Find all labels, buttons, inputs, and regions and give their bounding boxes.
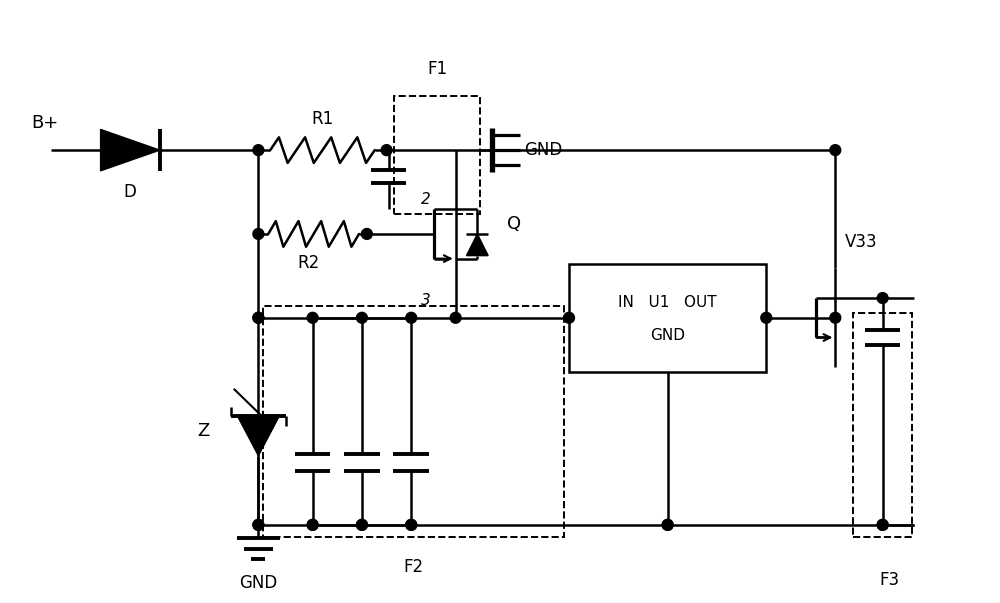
Circle shape [253,312,264,323]
Circle shape [662,519,673,530]
Circle shape [406,519,417,530]
Circle shape [357,312,367,323]
Circle shape [307,312,318,323]
Bar [394,96,480,214]
Circle shape [253,145,264,156]
Circle shape [877,519,888,530]
Circle shape [253,519,264,530]
Circle shape [357,519,367,530]
Text: B+: B+ [32,115,59,133]
Circle shape [877,519,888,530]
Circle shape [662,519,673,530]
Circle shape [253,312,264,323]
Text: F3: F3 [879,571,900,589]
Text: GND: GND [239,574,278,592]
Circle shape [877,292,888,303]
Text: F2: F2 [404,558,424,576]
Text: GND: GND [650,328,685,343]
Text: V33: V33 [845,233,878,251]
Text: D: D [124,183,137,201]
Polygon shape [466,234,488,256]
Circle shape [307,519,318,530]
Text: IN   U1   OUT: IN U1 OUT [618,295,717,311]
Polygon shape [101,130,160,171]
Circle shape [450,312,461,323]
Circle shape [406,519,417,530]
Text: Z: Z [197,422,209,440]
Text: R1: R1 [311,110,334,128]
Circle shape [307,519,318,530]
Circle shape [830,312,841,323]
Bar [263,306,564,537]
Circle shape [830,145,841,156]
Text: Q: Q [507,215,521,233]
Bar [853,313,912,537]
Text: R2: R2 [298,254,320,272]
Polygon shape [238,417,279,456]
Circle shape [357,519,367,530]
Circle shape [406,312,417,323]
Text: F1: F1 [427,60,447,78]
Text: GND: GND [524,141,562,159]
Bar [569,264,766,372]
Circle shape [253,229,264,239]
Text: 3: 3 [421,292,431,308]
Text: 2: 2 [421,192,431,207]
Circle shape [564,312,574,323]
Circle shape [381,145,392,156]
Circle shape [761,312,772,323]
Circle shape [253,519,264,530]
Circle shape [361,229,372,239]
